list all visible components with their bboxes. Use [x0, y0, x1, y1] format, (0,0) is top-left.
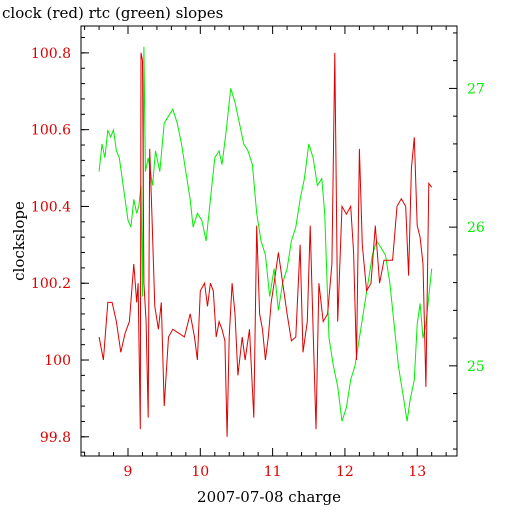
series-lines [98, 46, 433, 437]
y-left-tick-label: 99.8 [40, 430, 71, 446]
x-tick-label: 9 [124, 464, 133, 480]
chart-title: clock (red) rtc (green) slopes [2, 4, 223, 22]
clock-series-line [98, 52, 433, 437]
x-tick-label: 12 [336, 464, 354, 480]
x-tick-label: 13 [408, 464, 426, 480]
x-tick-label: 11 [264, 464, 282, 480]
y-left-tick-label: 100.4 [31, 199, 71, 215]
tick-labels: 9 10 11 12 13 99.8 100 100.2 100.4 100.6 100.8 25 26… [31, 46, 485, 480]
plot-frame [80, 25, 458, 457]
y-left-tick-label: 100.2 [31, 276, 71, 292]
y-left-tick-label: 100.8 [31, 46, 71, 62]
x-tick-label: 10 [191, 464, 209, 480]
axis-ticks [81, 26, 457, 456]
y-right-tick-label: 25 [467, 359, 485, 375]
y-left-tick-label: 100 [44, 353, 71, 369]
y-left-tick-label: 100.6 [31, 123, 71, 139]
y-axis-label: clockslope [10, 201, 28, 281]
x-axis-label: 2007-07-08 charge [197, 488, 341, 506]
y-right-tick-label: 27 [467, 81, 485, 97]
y-right-tick-label: 26 [467, 220, 485, 236]
